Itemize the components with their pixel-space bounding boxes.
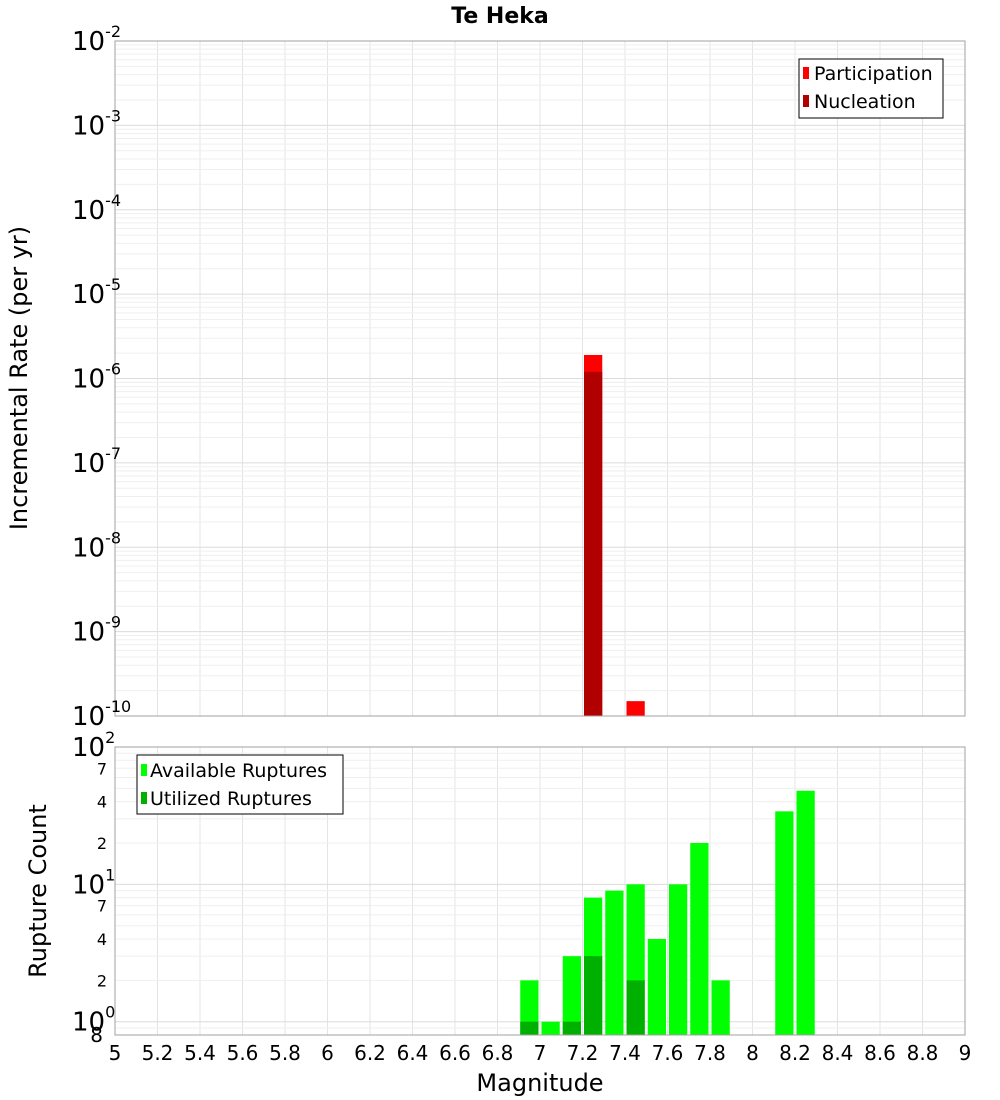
- top-y-tick-label: 10-3: [72, 106, 121, 141]
- bottom-y-minor-label: 4: [97, 793, 107, 812]
- available-ruptures-bar: [775, 811, 794, 1035]
- legend-label-nucleation: Nucleation: [814, 91, 916, 113]
- top-y-tick-label: 10-7: [72, 444, 121, 479]
- available-ruptures-bar: [669, 884, 688, 1035]
- bottom-y-major-label: 100: [72, 1003, 115, 1038]
- available-ruptures-bar: [690, 843, 709, 1035]
- x-tick-label: 5.4: [184, 1041, 216, 1065]
- top-y-tick-label: 10-5: [72, 275, 121, 310]
- bottom-y-minor-label: 2: [97, 834, 107, 853]
- available-ruptures-bar: [711, 980, 730, 1035]
- bottom-y-minor-label: 7: [97, 897, 107, 916]
- x-tick-labels: 5 5.2 5.4 5.6 5.8 6 6.2 6.4 6.6 6.8 7 7.2 7.4 7.6 7.8 8…: [109, 1041, 972, 1065]
- top-y-tick-label: 10-6: [72, 360, 121, 395]
- x-tick-label: 8.8: [907, 1041, 939, 1065]
- x-tick-label: 8.4: [822, 1041, 854, 1065]
- chart-title: Te Heka: [451, 4, 548, 29]
- available-ruptures-bar: [647, 939, 666, 1035]
- top-legend: Participation Nucleation: [798, 58, 944, 119]
- x-tick-label: 5.2: [142, 1041, 174, 1065]
- top-plot-frame: [114, 40, 966, 717]
- x-tick-label: 7.6: [652, 1041, 684, 1065]
- bottom-y-minor-label: 7: [97, 759, 107, 778]
- x-tick-label: 6.6: [439, 1041, 471, 1065]
- top-chart-bars: [584, 354, 645, 716]
- available-ruptures-bar: [520, 980, 539, 1035]
- x-tick-label: 6.2: [354, 1041, 386, 1065]
- x-tick-label: 6.8: [482, 1041, 514, 1065]
- x-axis-title: Magnitude: [476, 1069, 603, 1097]
- bottom-chart-bars: [520, 790, 815, 1035]
- legend-label-participation: Participation: [814, 63, 933, 85]
- utilized-ruptures-bar: [562, 1021, 581, 1035]
- x-tick-label: 7.4: [609, 1041, 641, 1065]
- nucleation-bar: [584, 371, 603, 716]
- bottom-y-major-label: 101: [72, 865, 115, 900]
- utilized-ruptures-bar: [626, 980, 645, 1035]
- top-y-tick-label: 10-9: [72, 613, 121, 648]
- x-tick-label: 6: [321, 1041, 334, 1065]
- top-chart-grid: [114, 41, 966, 717]
- bottom-plot-frame: [114, 746, 966, 1036]
- top-y-tick-label: 10-8: [72, 528, 121, 563]
- legend-swatch-utilized: [141, 792, 147, 804]
- top-y-tick-label: 10-4: [72, 191, 121, 226]
- bottom-legend: Available Ruptures Utilized Ruptures: [136, 754, 344, 815]
- legend-swatch-nucleation: [803, 95, 809, 107]
- utilized-ruptures-bar: [520, 1021, 539, 1035]
- bottom-y-minor-label: 2: [97, 971, 107, 990]
- x-tick-label: 8.6: [864, 1041, 896, 1065]
- x-tick-label: 5: [109, 1041, 122, 1065]
- top-y-axis-title: Incremental Rate (per yr): [5, 226, 33, 530]
- available-ruptures-bar: [796, 790, 815, 1035]
- bottom-y-major-label: 102: [72, 728, 115, 763]
- legend-label-available: Available Ruptures: [150, 760, 327, 782]
- x-tick-label: 9: [959, 1041, 972, 1065]
- x-tick-label: 6.4: [397, 1041, 429, 1065]
- x-tick-label: 5.6: [227, 1041, 259, 1065]
- top-y-tick-labels: 10-2 10-3 10-4 10-5 10-6 10-7 10-8 10-9 10-10: [72, 22, 131, 732]
- top-y-tick-label: 10-10: [72, 697, 131, 732]
- x-tick-label: 7.8: [694, 1041, 726, 1065]
- legend-label-utilized: Utilized Ruptures: [150, 788, 312, 810]
- x-tick-label: 7.2: [567, 1041, 599, 1065]
- legend-swatch-participation: [803, 67, 809, 79]
- top-y-tick-label: 10-2: [72, 22, 121, 57]
- bottom-y-minor-label: 8: [90, 1023, 103, 1047]
- available-ruptures-bar: [541, 1021, 560, 1035]
- legend-swatch-available: [141, 764, 147, 776]
- utilized-ruptures-bar: [584, 956, 603, 1035]
- x-tick-label: 5.8: [269, 1041, 301, 1065]
- bottom-y-minor-label: 4: [97, 930, 107, 949]
- participation-bar: [626, 701, 645, 716]
- bottom-y-axis-title: Rupture Count: [24, 804, 52, 978]
- x-tick-label: 7: [534, 1041, 547, 1065]
- available-ruptures-bar: [605, 890, 624, 1035]
- available-ruptures-bar: [562, 956, 581, 1035]
- x-tick-label: 8.2: [779, 1041, 811, 1065]
- x-tick-label: 8: [746, 1041, 759, 1065]
- bottom-y-tick-labels: 102 101 100 7 4 2 7 4 2 8: [72, 728, 115, 1047]
